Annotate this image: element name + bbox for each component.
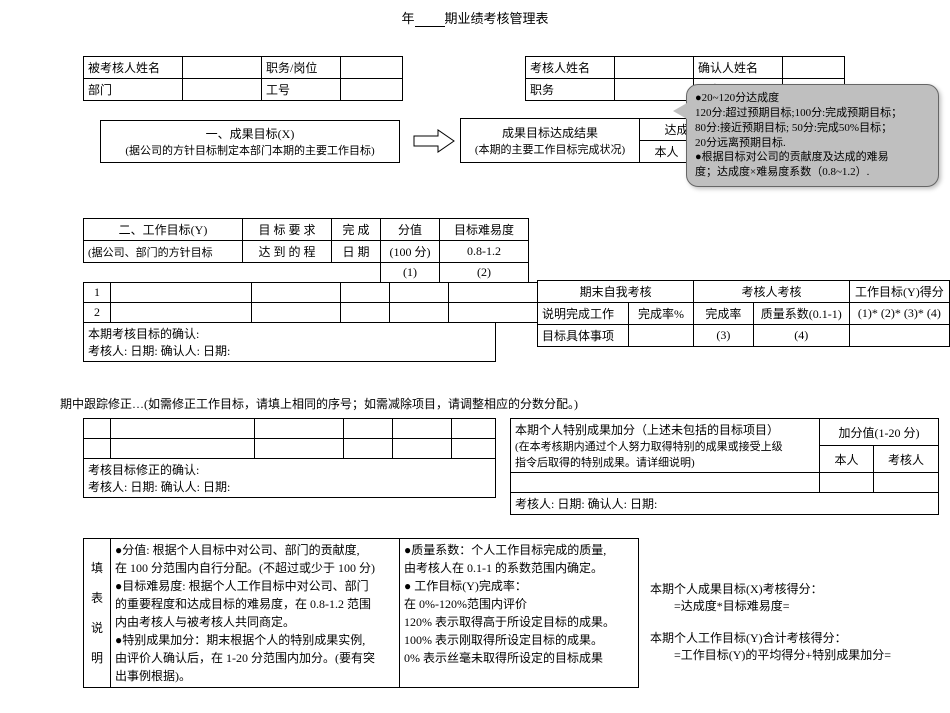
er-r3c3: (3) xyxy=(694,325,754,347)
section1-box: 一、成果目标(X) (据公司的方针目标制定本部门本期的主要工作目标) xyxy=(100,120,400,163)
section2-rows: 1 2 xyxy=(83,282,538,323)
er-h2: 考核人考核 xyxy=(694,281,850,303)
s2-h5b: 0.8-1.2 xyxy=(440,241,529,263)
result-title: 成果目标达成结果 xyxy=(465,124,635,141)
formulas: 本期个人成果目标(X)考核得分： =达成度*目标难易度= 本期个人工作目标(Y)… xyxy=(650,580,891,663)
f1b: =达成度*目标难易度= xyxy=(650,597,891,614)
f1a: 本期个人成果目标(X)考核得分： xyxy=(650,580,891,597)
hr-r1c4 xyxy=(783,57,845,79)
er-r3c1: 目标具体事项 xyxy=(538,325,629,347)
s2-h3b: 日 期 xyxy=(332,241,381,263)
s2-h5a: 目标难易度 xyxy=(440,219,529,241)
correction-confirm: 考核目标修正的确认: 考核人: 日期: 确认人: 日期: xyxy=(83,459,496,498)
hl-r2c1: 部门 xyxy=(84,79,183,101)
hl-r1c3: 职务/岗位 xyxy=(262,57,341,79)
hl-r2c3: 工号 xyxy=(262,79,341,101)
correction-table xyxy=(83,418,496,459)
er-r2c4: 质量系数(0.1-1) xyxy=(753,303,849,325)
callout-l6: 度；达成度×难易度系数（0.8~1.2）. xyxy=(695,165,930,180)
notes-label: 填表说明 xyxy=(84,539,111,688)
s2-confirm2: 考核人: 日期: 确认人: 日期: xyxy=(88,342,491,359)
hr-r2c2 xyxy=(615,79,694,101)
hr-r1c1: 考核人姓名 xyxy=(526,57,615,79)
bonus-title: 本期个人特别成果加分（上述未包括的目标项目） xyxy=(515,421,815,438)
callout-l1: ●20~120分达成度 xyxy=(695,91,930,106)
notes-right: ●质量系数：个人工作目标完成的质量, 由考核人在 0.1-1 的系数范围内确定。… xyxy=(400,539,639,688)
s2-h2a: 目 标 要 求 xyxy=(243,219,332,241)
er-h1: 期末自我考核 xyxy=(538,281,694,303)
hl-r1c2 xyxy=(183,57,262,79)
section2-confirm: 本期考核目标的确认: 考核人: 日期: 确认人: 日期: xyxy=(83,323,496,362)
corr-confirm2: 考核人: 日期: 确认人: 日期: xyxy=(88,478,491,495)
callout-l2: 120分:超过预期目标;100分:完成预期目标； xyxy=(695,106,930,121)
f2b: =工作目标(Y)的平均得分+特别成果加分= xyxy=(650,646,891,663)
s2-row2: 2 xyxy=(84,303,111,323)
er-r2c2: 完成率% xyxy=(628,303,693,325)
s2-h5c: (2) xyxy=(440,263,529,283)
hr-r1c2 xyxy=(615,57,694,79)
hr-r2c1: 职务 xyxy=(526,79,615,101)
eval-right-table: 期末自我考核 考核人考核 工作目标(Y)得分 说明完成工作 完成率% 完成率 质… xyxy=(537,280,950,347)
title-suffix: 期业绩考核管理表 xyxy=(445,11,549,26)
s2-h4b: (100 分) xyxy=(381,241,440,263)
er-r2c3: 完成率 xyxy=(694,303,754,325)
bonus-sub1: (在本考核期内通过个人努力取得特别的成果或接受上级 xyxy=(515,438,815,454)
bonus-c1: 本人 xyxy=(820,446,874,473)
page-title: 年 期业绩考核管理表 xyxy=(0,0,950,27)
bonus-sub2: 指令后取得的特别成果。请详细说明) xyxy=(515,454,815,470)
section2-table: 二、工作目标(Y) 目 标 要 求 完 成 分值 目标难易度 (据公司、部门的方… xyxy=(83,218,529,283)
callout-box: ●20~120分达成度 120分:超过预期目标;100分:完成预期目标； 80分… xyxy=(686,84,939,187)
hl-r1c4 xyxy=(341,57,403,79)
f2a: 本期个人工作目标(Y)合计考核得分： xyxy=(650,629,891,646)
hl-r2c2 xyxy=(183,79,262,101)
hl-r2c4 xyxy=(341,79,403,101)
s2-h4c: (1) xyxy=(381,263,440,283)
title-prefix: 年 xyxy=(401,11,414,26)
er-r2c5: (1)* (2)* (3)* (4) xyxy=(849,303,949,325)
midtext: 期中跟踪修正…(如需修正工作目标，请填上相同的序号；如需减除项目，请调整相应的分… xyxy=(60,395,578,412)
callout-l3: 80分:接近预期目标; 50分:完成50%目标； xyxy=(695,121,930,136)
er-r3c4: (4) xyxy=(753,325,849,347)
corr-confirm1: 考核目标修正的确认: xyxy=(88,461,491,478)
s2-h3a: 完 成 xyxy=(332,219,381,241)
s2-h4a: 分值 xyxy=(381,219,440,241)
result-sub: (本期的主要工作目标完成状况) xyxy=(465,141,635,157)
section1-title: 一、成果目标(X) xyxy=(107,125,393,142)
s2-h1sub: (据公司、部门的方针目标 xyxy=(84,241,243,263)
arrow-right-icon xyxy=(412,128,456,154)
s2-row1: 1 xyxy=(84,283,111,303)
bonus-confirm: 考核人: 日期: 确认人: 日期: xyxy=(511,493,939,515)
bonus-hcol: 加分值(1-20 分) xyxy=(820,419,939,446)
hl-r1c1: 被考核人姓名 xyxy=(84,57,183,79)
section1-sub: (据公司的方针目标制定本部门本期的主要工作目标) xyxy=(107,142,393,158)
bonus-c2: 考核人 xyxy=(874,446,939,473)
header-left-table: 被考核人姓名 职务/岗位 部门 工号 xyxy=(83,56,403,101)
title-blank xyxy=(415,26,445,27)
s2-h1: 二、工作目标(Y) xyxy=(84,219,243,241)
s2-h2b: 达 到 的 程 xyxy=(243,241,332,263)
bonus-table: 本期个人特别成果加分（上述未包括的目标项目） (在本考核期内通过个人努力取得特别… xyxy=(510,418,939,515)
notes-left: ●分值: 根据个人目标中对公司、部门的贡献度, 在 100 分范围内自行分配。(… xyxy=(111,539,400,688)
er-h3: 工作目标(Y)得分 xyxy=(849,281,949,303)
er-r2c1: 说明完成工作 xyxy=(538,303,629,325)
hr-r1c3: 确认人姓名 xyxy=(694,57,783,79)
s2-confirm1: 本期考核目标的确认: xyxy=(88,325,491,342)
callout-l4: 20分远离预期目标. xyxy=(695,136,930,151)
notes-table: 填表说明 ●分值: 根据个人目标中对公司、部门的贡献度, 在 100 分范围内自… xyxy=(83,538,639,688)
callout-l5: ●根据目标对公司的贡献度及达成的难易 xyxy=(695,150,930,165)
